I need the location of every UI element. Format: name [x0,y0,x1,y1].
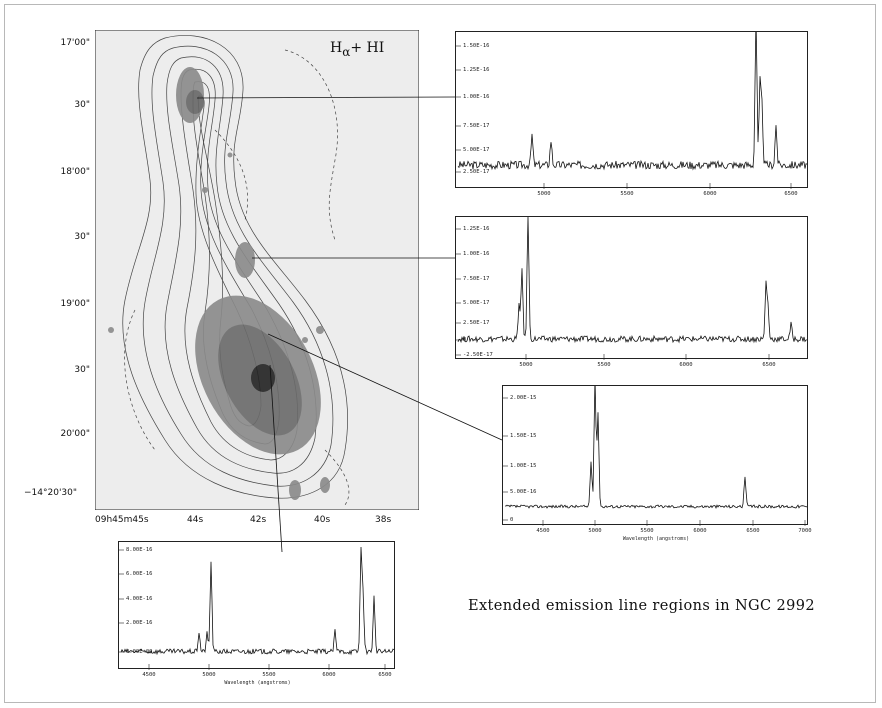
spectrum-panel-south: 8.00E-16 6.00E-16 4.00E-16 2.00E-16 0.00E+00… [118,541,395,686]
x-tick-label: 6000 [679,362,693,368]
map-title: Hα+ HI [330,40,384,59]
ra-label: 09h45m45s [95,515,149,525]
x-tick-label: 6000 [693,528,707,534]
map-title-hi: + HI [350,40,385,56]
x-axis-label: Wavelength (angstroms) [622,536,690,542]
ra-label: 40s [314,515,331,525]
y-tick-label: 0 [510,517,514,523]
y-tick-label: 2.50E-17 [463,320,490,326]
spectrum-line [457,32,808,171]
x-tick-label: 6500 [784,191,798,197]
sky-map-image [94,29,420,511]
spectrum-panel-north: 1.50E-16 1.25E-16 1.00E-16 7.50E-17 5.00E-17… [455,31,808,197]
x-axis-label: Wavelength (angstroms) [224,680,291,686]
dec-label: 19'00" [60,299,90,309]
leader-line [267,333,503,441]
y-tick-label: 5.00E-17 [463,147,490,153]
x-tick-label: 4500 [142,672,156,678]
y-tick-label: 1.00E-16 [463,94,490,100]
map-title-alpha: α [342,45,351,59]
y-tick-label: 0.00E+00 [126,649,153,655]
x-tick-label: 6500 [378,672,392,678]
y-tick-label: 1.50E-16 [463,43,490,49]
spectrum-plot [119,546,395,670]
ra-label: 44s [187,515,204,525]
spectrum-line [457,217,808,344]
x-tick-label: 6500 [762,362,776,368]
x-tick-label: 5500 [262,672,276,678]
leader-line [196,96,456,99]
dec-label: 30" [74,232,90,242]
y-tick-label: 5.00E-17 [463,300,490,306]
x-tick-label: 5500 [597,362,611,368]
spectrum-panel-mid: 1.25E-16 1.00E-16 7.50E-17 5.00E-17 2.50E-17… [455,216,808,368]
y-tick-label: 8.00E-16 [126,547,153,553]
leader-line [269,364,283,553]
dec-label: 30" [74,365,90,375]
spectrum-line [504,386,808,509]
x-tick-label: 5000 [202,672,216,678]
y-tick-label: 1.25E-16 [463,67,490,73]
y-tick-label: 1.25E-16 [463,226,490,232]
y-tick-label: 7.50E-17 [463,123,490,129]
y-tick-label: 1.00E-15 [510,463,537,469]
dec-label: 18'00" [60,167,90,177]
x-tick-label: 5500 [620,191,634,197]
y-tick-label: 2.00E-16 [126,620,153,626]
x-tick-label: 7000 [798,528,812,534]
sky-map [94,29,420,511]
x-tick-label: 6000 [322,672,336,678]
dec-label: 17'00" [60,38,90,48]
dec-label: −14°20'30" [24,488,78,498]
y-tick-label: 2.50E-17 [463,169,490,175]
y-tick-label: 1.50E-15 [510,433,537,439]
ra-label: 38s [375,515,392,525]
spectrum-line [120,546,395,656]
spectrum-plot [456,217,808,360]
y-tick-label: 7.50E-17 [463,276,490,282]
spectrum-panel-nucleus: 2.00E-15 1.50E-15 1.00E-15 5.00E-16 0 4500 500… [502,385,812,542]
x-tick-label: 5000 [519,362,533,368]
x-tick-label: 5500 [640,528,654,534]
y-tick-label: 0 [463,337,467,343]
x-tick-label: 6000 [703,191,717,197]
y-tick-label: 1.00E-16 [463,251,490,257]
dec-label: 20'00" [60,429,90,439]
y-tick-label: -2.50E-17 [463,352,493,358]
dec-label: 30" [74,100,90,110]
ra-label: 42s [250,515,267,525]
figure-caption: Extended emission line regions in NGC 29… [468,598,816,614]
x-tick-label: 4500 [536,528,550,534]
x-tick-label: 6500 [746,528,760,534]
y-tick-label: 4.00E-16 [126,596,153,602]
spectrum-plot [503,386,808,526]
y-tick-label: 2.00E-15 [510,395,537,401]
map-title-h: H [330,40,343,56]
figure-frame [4,4,876,703]
y-tick-label: 6.00E-16 [126,571,153,577]
y-tick-label: 5.00E-16 [510,489,537,495]
spectrum-plot [456,32,808,189]
x-tick-label: 5000 [588,528,602,534]
x-tick-label: 5000 [537,191,551,197]
